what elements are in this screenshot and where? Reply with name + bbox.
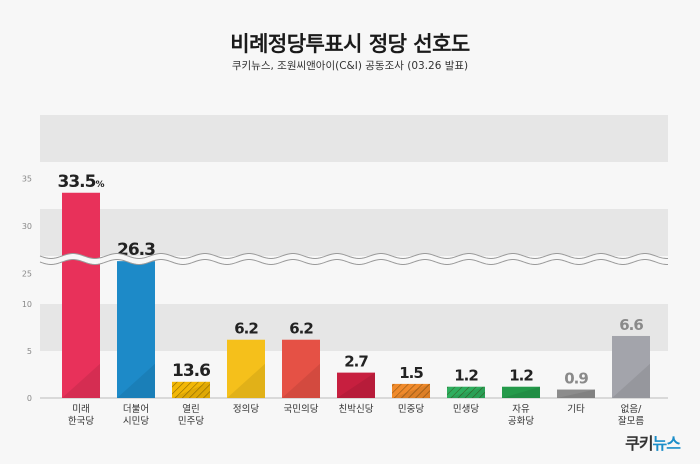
category-label: 없음/ — [621, 403, 642, 415]
bar-shade — [227, 363, 265, 398]
data-label: 33.5% — [58, 172, 105, 192]
bar-shade — [337, 372, 375, 398]
category-label: 미래 — [72, 404, 89, 415]
data-label: 13.6 — [172, 361, 210, 381]
category-label: 민중당 — [398, 404, 424, 415]
category-label: 잘모름 — [618, 415, 644, 427]
data-label: 1.2 — [454, 367, 478, 385]
data-label: 6.2 — [289, 320, 313, 338]
bar-shade — [172, 381, 210, 398]
category-label: 민주당 — [178, 416, 204, 427]
axis-break-line — [39, 259, 669, 265]
category-label: 열린 — [182, 404, 199, 415]
data-label-unit: % — [95, 180, 104, 190]
bar — [62, 192, 100, 398]
category-label: 자유 — [512, 404, 530, 415]
y-tick-label: 25 — [22, 270, 32, 279]
bar-shade — [282, 363, 320, 398]
chart-title: 비례정당투표시 정당 선호도 — [230, 32, 470, 56]
bar-shade — [117, 363, 155, 398]
bar — [557, 389, 595, 398]
bar — [282, 339, 320, 398]
category-label: 시민당 — [123, 416, 149, 427]
data-label: 1.5 — [399, 364, 423, 382]
axis-break-line — [39, 253, 669, 259]
bar-shade — [392, 383, 430, 398]
grid-band — [40, 209, 668, 256]
bar — [117, 261, 155, 398]
data-label: 1.2 — [509, 367, 533, 385]
category-label: 더불어 — [123, 404, 149, 415]
category-label: 공화당 — [508, 416, 534, 427]
y-tick-label: 30 — [22, 222, 32, 231]
bar-shade — [62, 363, 100, 398]
y-tick-label: 35 — [22, 175, 32, 184]
bar-shade — [447, 386, 485, 398]
data-label: 6.6 — [619, 316, 643, 334]
bar-shade — [612, 363, 650, 398]
y-tick-label: 10 — [22, 300, 32, 309]
category-label: 민생당 — [453, 404, 479, 415]
y-tick-label: 0 — [27, 394, 32, 403]
category-label: 기타 — [567, 404, 585, 415]
bar — [612, 335, 650, 398]
data-label: 6.2 — [234, 320, 258, 338]
bar — [227, 339, 265, 398]
y-tick-label: 5 — [27, 347, 32, 356]
bar — [447, 386, 485, 398]
category-label: 정의당 — [233, 404, 259, 415]
data-label: 0.9 — [564, 370, 588, 388]
bar-shade — [557, 389, 595, 398]
data-label: 2.7 — [344, 353, 368, 371]
bar — [337, 372, 375, 398]
axis-break-band — [40, 253, 668, 265]
bar — [172, 381, 210, 398]
chart-subtitle: 쿠키뉴스, 조원씨앤아이(C&I) 공동조사 (03.26 발표) — [231, 60, 469, 72]
category-label: 국민의당 — [284, 404, 319, 415]
bar — [502, 386, 540, 398]
bar-shade — [502, 386, 540, 398]
bar — [392, 383, 430, 398]
grid-band — [40, 115, 668, 162]
category-label: 친박신당 — [339, 404, 374, 415]
brand-logo: 쿠키뉴스 — [625, 434, 681, 453]
category-label: 한국당 — [68, 416, 94, 427]
